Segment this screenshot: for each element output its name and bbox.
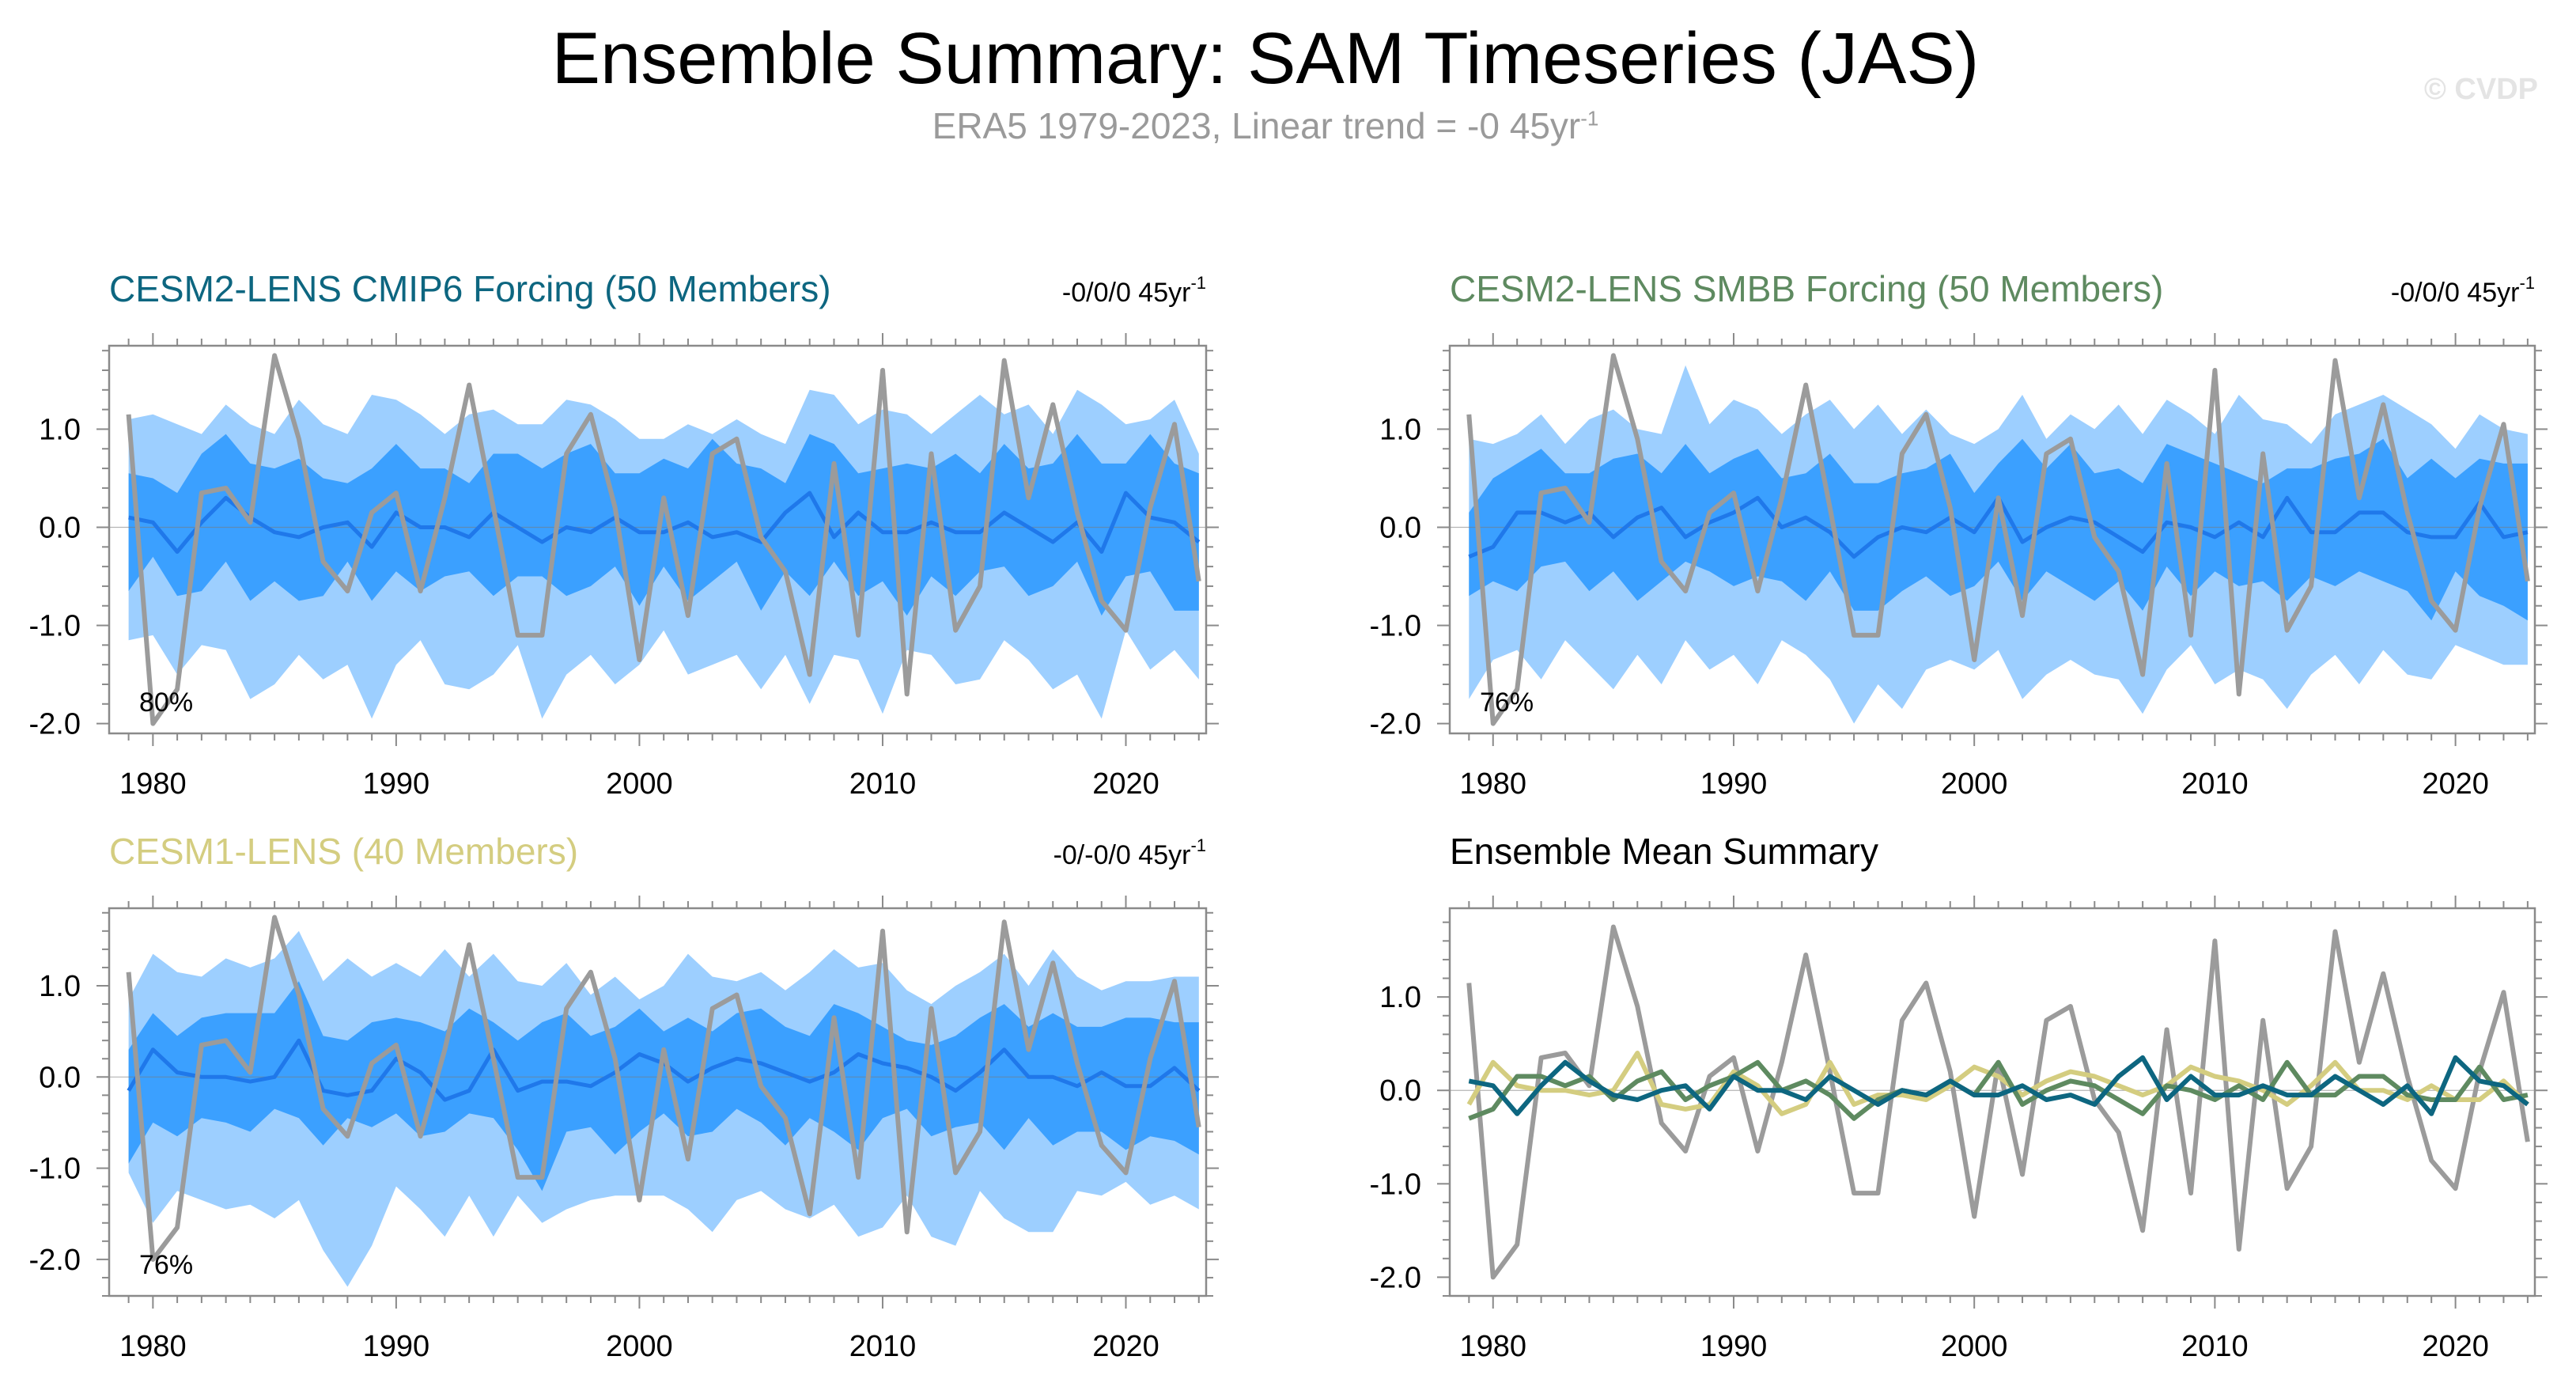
trend-label-superscript: -1 xyxy=(2519,273,2535,293)
y-tick-label: -1.0 xyxy=(29,1153,81,1186)
series-line-cesm2-lens-cmip6 xyxy=(1468,1055,2529,1116)
panel-frame xyxy=(1448,344,2536,735)
trend-label: -0/-0/0 45yr-1 xyxy=(1053,835,1206,870)
cvdp-watermark: © CVDP xyxy=(2423,73,2538,106)
inner-spread-band xyxy=(128,434,1199,616)
trend-label-superscript: -1 xyxy=(1190,835,1206,855)
x-tick-label: 2000 xyxy=(606,1330,673,1363)
panel-frame xyxy=(108,907,1208,1297)
y-tick-label: 0.0 xyxy=(1379,511,1421,544)
x-tick-label: 1980 xyxy=(119,1330,187,1363)
y-tick-label: -1.0 xyxy=(1370,1168,1421,1201)
plot-area xyxy=(1450,924,2535,1280)
y-tick-label: -2.0 xyxy=(1370,1261,1421,1294)
trend-label: -0/0/0 45yr-1 xyxy=(1062,273,1206,308)
plot-area xyxy=(109,915,1206,1287)
panel-title: CESM2-LENS SMBB Forcing (50 Members) xyxy=(1450,268,2163,309)
x-tick-label: 1980 xyxy=(1459,767,1526,801)
y-tick-label: -1.0 xyxy=(29,610,81,643)
x-tick-label: 1980 xyxy=(119,767,187,801)
y-tick-label: 1.0 xyxy=(39,970,81,1003)
inner-spread-band xyxy=(1469,438,2528,621)
x-tick-label: 1990 xyxy=(1700,767,1768,801)
x-tick-label: 1990 xyxy=(1700,1330,1768,1363)
x-tick-label: 2000 xyxy=(606,767,673,801)
series-line-cesm2-lens-smbb xyxy=(1468,1059,2529,1121)
x-tick-label: 1990 xyxy=(363,767,430,801)
era5-obs-line xyxy=(1466,353,2530,726)
x-tick-label: 2010 xyxy=(849,767,917,801)
y-tick-label: -2.0 xyxy=(1370,708,1421,741)
percent-label: 80% xyxy=(139,688,193,718)
trend-label-text: -0/-0/0 45yr xyxy=(1053,840,1191,870)
y-tick-label: 0.0 xyxy=(1379,1074,1421,1108)
y-tick-label: 0.0 xyxy=(39,1061,81,1094)
inner-spread-band xyxy=(128,981,1199,1191)
percent-label: 76% xyxy=(1480,688,1534,718)
panel-frame xyxy=(1448,907,2536,1297)
y-tick-label: -2.0 xyxy=(29,1244,81,1277)
subtitle-superscript: -1 xyxy=(1580,106,1599,131)
x-tick-label: 1980 xyxy=(1459,1330,1526,1363)
figure-subtitle: ERA5 1979-2023, Linear trend = -0 45yr-1 xyxy=(0,104,2531,147)
x-tick-label: 1990 xyxy=(363,1330,430,1363)
y-tick-label: 1.0 xyxy=(39,413,81,446)
x-tick-label: 2010 xyxy=(849,1330,917,1363)
trend-label-text: -0/0/0 45yr xyxy=(2391,278,2520,308)
y-tick-label: -1.0 xyxy=(1370,610,1421,643)
trend-label-text: -0/0/0 45yr xyxy=(1062,278,1191,308)
x-tick-label: 2000 xyxy=(1941,767,2008,801)
panel-title: CESM1-LENS (40 Members) xyxy=(109,831,578,872)
y-tick-label: 1.0 xyxy=(1379,413,1421,446)
panel-cmip6: 1980 1990 2000 2010 2020 1.0 0.0 -1.0 -2.0 CESM2-… xyxy=(29,268,1219,801)
x-tick-label: 2020 xyxy=(2422,1330,2489,1363)
era5-obs-line xyxy=(126,915,1201,1262)
percent-label: 76% xyxy=(139,1250,193,1280)
panel-summary: 1980 1990 2000 2010 2020 1.0 0.0 -1.0 -2.0 Ensemb… xyxy=(1370,831,2548,1363)
figure-title: Ensemble Summary: SAM Timeseries (JAS) xyxy=(551,18,1980,99)
x-tick-label: 2020 xyxy=(1092,767,1159,801)
y-tick-label: 1.0 xyxy=(1379,981,1421,1014)
panel-frame xyxy=(108,344,1208,735)
era5-obs-line xyxy=(126,353,1201,726)
trend-label: -0/0/0 45yr-1 xyxy=(2391,273,2535,308)
x-tick-label: 2010 xyxy=(2181,1330,2249,1363)
x-tick-label: 2020 xyxy=(1092,1330,1159,1363)
plot-area xyxy=(109,353,1206,726)
y-tick-label: -2.0 xyxy=(29,708,81,741)
ensemble-mean-line xyxy=(128,491,1201,554)
subtitle-text: ERA5 1979-2023, Linear trend = -0 45yr xyxy=(932,105,1581,146)
panel-cesm1: 1980 1990 2000 2010 2020 1.0 0.0 -1.0 -2.0 CESM1-… xyxy=(29,831,1219,1363)
series-line-era5 xyxy=(1466,924,2530,1280)
y-tick-label: 0.0 xyxy=(39,511,81,544)
panel-smbb: 1980 1990 2000 2010 2020 1.0 0.0 -1.0 -2.0 CESM2-… xyxy=(1370,268,2548,801)
x-tick-label: 2020 xyxy=(2422,767,2489,801)
panel-title: CESM2-LENS CMIP6 Forcing (50 Members) xyxy=(109,268,831,309)
plot-area xyxy=(1450,353,2535,726)
x-tick-label: 2010 xyxy=(2181,767,2249,801)
trend-label-superscript: -1 xyxy=(1190,273,1206,293)
x-tick-label: 2000 xyxy=(1941,1330,2008,1363)
panel-title: Ensemble Mean Summary xyxy=(1450,831,1878,872)
